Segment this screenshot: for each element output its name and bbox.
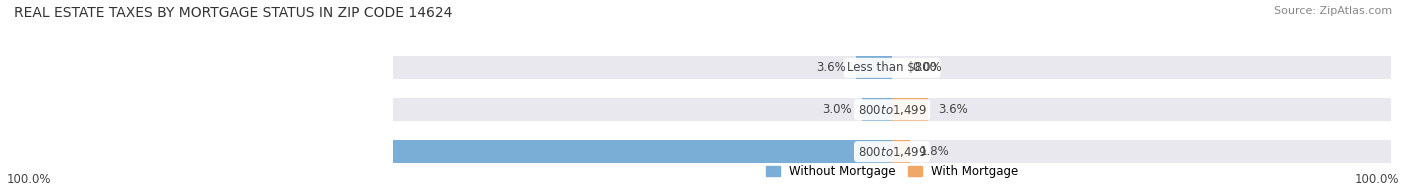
Text: REAL ESTATE TAXES BY MORTGAGE STATUS IN ZIP CODE 14624: REAL ESTATE TAXES BY MORTGAGE STATUS IN … [14, 6, 453, 20]
Legend: Without Mortgage, With Mortgage: Without Mortgage, With Mortgage [766, 165, 1018, 178]
Text: Source: ZipAtlas.com: Source: ZipAtlas.com [1274, 6, 1392, 16]
Text: Less than $800: Less than $800 [848, 61, 936, 74]
Text: 3.6%: 3.6% [817, 61, 846, 74]
Text: $800 to $1,499: $800 to $1,499 [858, 103, 927, 117]
Text: 100.0%: 100.0% [1354, 173, 1399, 186]
Bar [394, 56, 1391, 79]
Bar [7, 140, 891, 163]
Bar [891, 140, 910, 163]
Text: 100.0%: 100.0% [7, 173, 52, 186]
Text: 88.7%: 88.7% [46, 145, 87, 158]
Text: 1.8%: 1.8% [920, 145, 949, 158]
Bar [862, 98, 891, 121]
Text: $800 to $1,499: $800 to $1,499 [858, 145, 927, 159]
Bar [394, 98, 1391, 121]
Text: 3.0%: 3.0% [823, 103, 852, 116]
Bar [856, 56, 891, 79]
Text: 3.6%: 3.6% [938, 103, 967, 116]
Text: 0.0%: 0.0% [912, 61, 942, 74]
Bar [891, 98, 928, 121]
Bar [394, 140, 1391, 163]
